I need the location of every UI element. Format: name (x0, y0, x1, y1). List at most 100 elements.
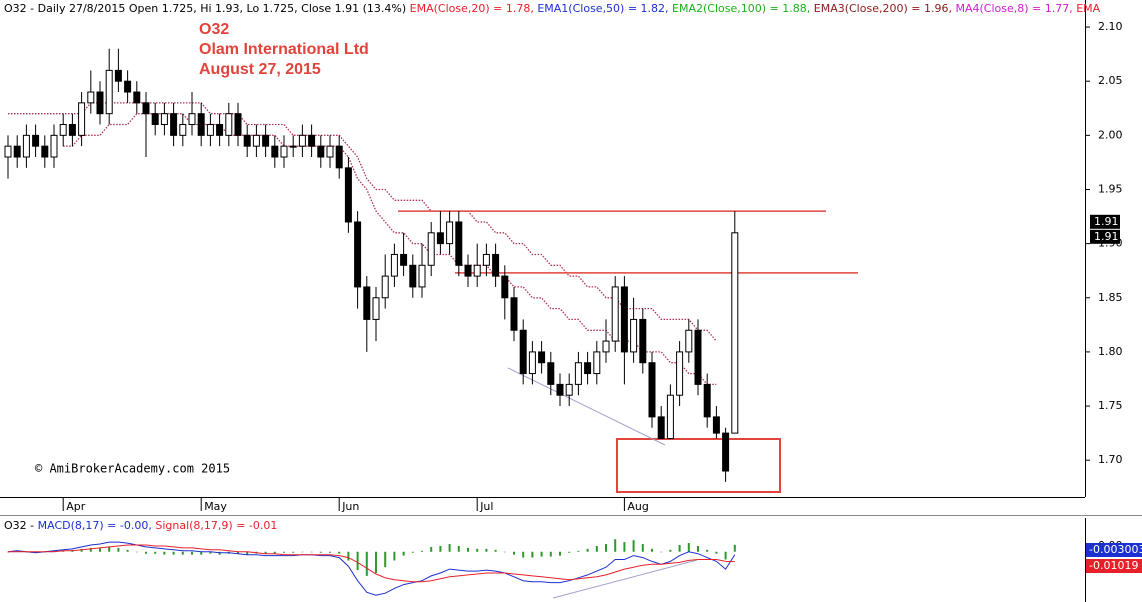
histogram-bar (310, 551, 313, 553)
x-tick-label: Jul (479, 500, 493, 513)
histogram-bar (338, 551, 341, 554)
candle-body (712, 416, 720, 434)
histogram-bar (494, 549, 497, 552)
candle-body (722, 432, 730, 472)
histogram-bar (411, 551, 414, 553)
candle-body (501, 275, 509, 299)
histogram-bar (80, 548, 83, 552)
annotation: Olam International Ltd (199, 41, 369, 58)
candle-body (611, 286, 619, 342)
candle-body (289, 145, 297, 148)
x-tick-label: May (204, 500, 227, 513)
y-tick-label: 1.80 (1098, 345, 1123, 358)
header-segment: MA4(Close,8) = 1.77, (955, 2, 1076, 15)
y-tick-label: 2.00 (1098, 128, 1123, 141)
candle-body (538, 351, 546, 364)
annotation: O32 (199, 21, 229, 38)
histogram-bar (586, 548, 589, 552)
candle-body (317, 145, 325, 158)
candle-body (565, 383, 573, 396)
candle-body (234, 113, 242, 136)
candle-body (703, 383, 711, 418)
candle-body (620, 286, 628, 353)
header-segment: EMA (1076, 2, 1100, 15)
candle-body (78, 102, 86, 136)
histogram-bar (154, 551, 157, 554)
histogram-bar (421, 550, 423, 552)
histogram-bar (531, 551, 534, 558)
price-tag (1090, 229, 1120, 244)
candle-body (271, 145, 279, 158)
histogram-bar (430, 546, 433, 552)
histogram-bar (209, 551, 212, 554)
histogram-bar (651, 548, 653, 552)
candle-body (252, 134, 260, 147)
histogram-bar (319, 551, 322, 553)
candle-body (639, 318, 647, 364)
histogram-bar (623, 542, 626, 552)
candle-body (59, 124, 67, 136)
price-tag-label: 1.91 (1094, 230, 1119, 243)
histogram-bar (724, 551, 727, 560)
histogram-bar (641, 544, 644, 552)
histogram-bar (117, 547, 120, 552)
candle-body (584, 362, 592, 375)
candle-body (308, 134, 316, 147)
header-segment: EMA(Close,20) = 1.78, (410, 2, 538, 15)
candle-body (676, 351, 684, 396)
candle-body (528, 351, 536, 375)
candle-body (436, 232, 444, 245)
histogram-bar (540, 551, 543, 557)
histogram-bar (568, 551, 571, 553)
histogram-bar (402, 551, 405, 556)
histogram-bar (439, 545, 442, 552)
histogram-bar (163, 551, 166, 555)
candle-body (96, 91, 104, 115)
x-tick-label: Jun (341, 500, 359, 513)
histogram-bar (660, 551, 663, 553)
candle-body (124, 80, 132, 93)
candle-body (418, 264, 426, 288)
candle-body (593, 351, 601, 375)
histogram-bar (715, 551, 718, 554)
candle-body (464, 264, 472, 277)
histogram-bar (172, 551, 175, 555)
histogram-bar (549, 551, 552, 557)
histogram-bar (283, 551, 285, 553)
candle-body (114, 69, 122, 82)
y-tick-label: 1.95 (1098, 182, 1123, 195)
candle-body (390, 253, 398, 277)
candle-body (694, 329, 702, 385)
candle-body (87, 91, 95, 104)
histogram-bar (467, 547, 469, 552)
histogram-bar (273, 551, 276, 554)
candle-body (4, 145, 12, 158)
legend-segment: O32 - (4, 519, 38, 532)
y-tick-label: 2.05 (1098, 74, 1123, 87)
legend-segment: MACD(8,17) = -0.00, (38, 519, 156, 532)
candle-body (363, 286, 371, 320)
histogram-bar (614, 539, 617, 552)
candle-body (446, 221, 454, 245)
candle-body (657, 416, 665, 440)
histogram-bar (135, 551, 138, 553)
candle-body (409, 264, 417, 288)
candle-body (648, 362, 656, 418)
histogram-bar (356, 551, 359, 571)
histogram-bar (218, 551, 221, 555)
histogram-bar (513, 551, 515, 555)
y-tick-label: 1.75 (1098, 399, 1123, 412)
indicator-line (8, 102, 717, 342)
candle-body (133, 91, 141, 104)
histogram-bar (301, 551, 304, 553)
histogram-bar (145, 551, 147, 554)
histogram-bar (678, 545, 681, 552)
header-segment: EMA2(Close,100) = 1.88, (672, 2, 814, 15)
histogram-bar (669, 549, 672, 552)
x-tick-label: Aug (627, 500, 648, 513)
candle-body (455, 221, 463, 266)
candle-body (216, 124, 224, 136)
candle-body (630, 318, 638, 353)
candle-body (179, 124, 187, 136)
candle-body (685, 329, 693, 353)
